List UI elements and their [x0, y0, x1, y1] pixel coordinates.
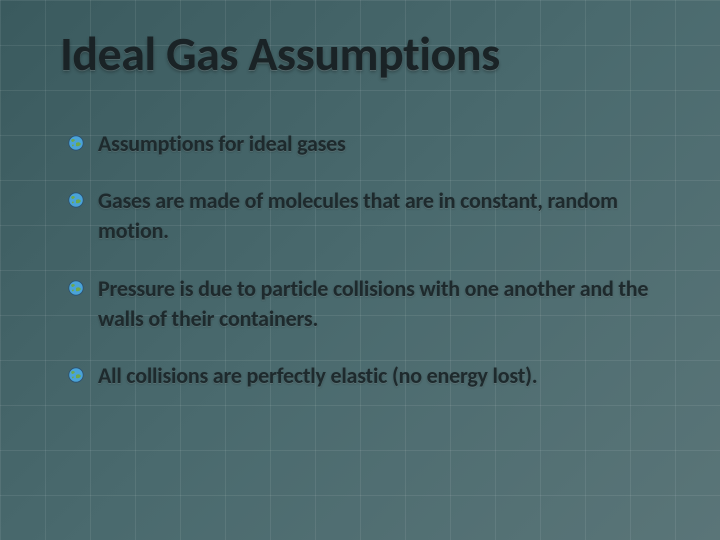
bullet-text: Pressure is due to particle collisions w… — [98, 274, 660, 333]
globe-icon — [68, 280, 84, 296]
slide-title: Ideal Gas Assumptions — [60, 28, 660, 81]
list-item: Pressure is due to particle collisions w… — [68, 274, 660, 333]
bullet-text: All collisions are perfectly elastic (no… — [98, 361, 537, 391]
slide: Ideal Gas Assumptions Assumptions for id… — [0, 0, 720, 540]
slide-content: Ideal Gas Assumptions Assumptions for id… — [0, 0, 720, 540]
bullet-list: Assumptions for ideal gases Gases are ma… — [60, 129, 660, 391]
list-item: All collisions are perfectly elastic (no… — [68, 361, 660, 391]
list-item: Gases are made of molecules that are in … — [68, 186, 660, 245]
bullet-text: Assumptions for ideal gases — [98, 129, 346, 159]
list-item: Assumptions for ideal gases — [68, 129, 660, 159]
globe-icon — [68, 135, 84, 151]
globe-icon — [68, 367, 84, 383]
bullet-text: Gases are made of molecules that are in … — [98, 186, 660, 245]
globe-icon — [68, 192, 84, 208]
